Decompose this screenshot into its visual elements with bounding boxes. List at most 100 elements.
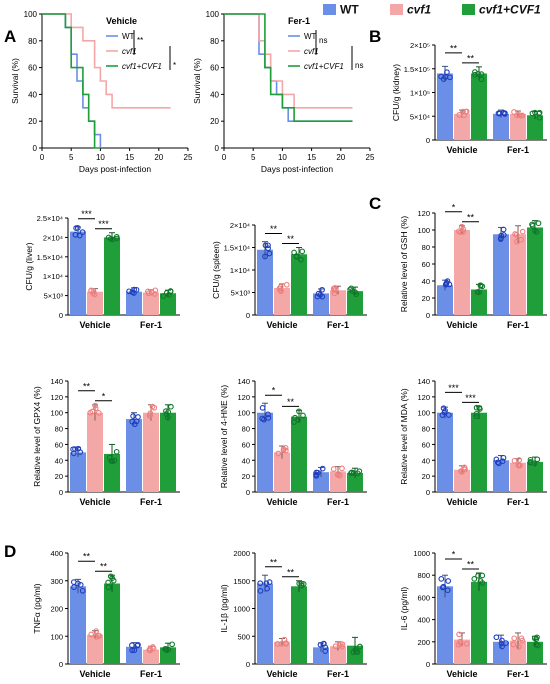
panel-letters: A B C D xyxy=(4,27,381,561)
x-tick-label: 0 xyxy=(40,153,45,162)
data-point xyxy=(500,110,507,116)
data-point xyxy=(477,578,484,584)
bar xyxy=(330,290,346,315)
y-tick-label: 140 xyxy=(50,377,63,386)
data-point xyxy=(502,111,508,117)
y-tick-label: 100 xyxy=(417,226,430,235)
y-tick-label: 120 xyxy=(417,393,430,402)
y-tick-label: 0 xyxy=(426,488,430,497)
bar xyxy=(87,634,103,664)
bar xyxy=(70,586,86,664)
category-label: Vehicle xyxy=(266,497,297,507)
data-point xyxy=(533,229,540,235)
data-point xyxy=(88,631,95,638)
y-tick-label: 1.5×10⁴ xyxy=(37,253,63,262)
bar xyxy=(330,646,346,664)
data-point xyxy=(265,411,271,418)
data-point xyxy=(527,456,534,463)
panel-letter: C xyxy=(369,194,381,213)
data-point xyxy=(460,228,466,235)
x-tick-label: 25 xyxy=(366,153,375,162)
data-point xyxy=(274,641,281,647)
data-point xyxy=(283,641,289,647)
data-point xyxy=(533,636,540,643)
data-point xyxy=(535,220,542,227)
bar-chart-hne: 0 20 40 60 80 100 120 140 Relative level of 4-HN… xyxy=(219,377,367,507)
legend-swatch xyxy=(462,4,475,15)
bar xyxy=(510,234,526,315)
data-point xyxy=(291,249,297,256)
data-point xyxy=(472,71,478,78)
y-tick-label: 300 xyxy=(50,577,63,586)
data-point xyxy=(72,231,79,238)
y-tick-label: 120 xyxy=(237,393,250,402)
data-point xyxy=(113,448,120,455)
bar xyxy=(493,641,509,664)
data-point xyxy=(322,648,329,654)
y-tick-label: 100 xyxy=(206,10,220,19)
category-label: Vehicle xyxy=(266,320,297,330)
data-point xyxy=(519,112,526,119)
data-point xyxy=(167,288,174,295)
bar xyxy=(87,412,103,492)
data-point xyxy=(444,587,451,594)
bar xyxy=(493,234,509,315)
legend-label: cvf1 xyxy=(407,3,431,17)
category-label: Vehicle xyxy=(446,320,477,330)
y-tick-label: 200 xyxy=(50,605,63,614)
category-label: Fer-1 xyxy=(140,497,162,507)
bar-chart-gsh: 0 20 40 60 80 100 120 Relative level of GSH (%)… xyxy=(399,202,547,330)
y-tick-label: 80 xyxy=(210,37,219,46)
significance-label: ** xyxy=(270,557,278,567)
data-point xyxy=(529,110,536,117)
legend-label: WT xyxy=(340,3,359,17)
y-axis-label: Relative level of GPX4 (%) xyxy=(32,386,42,487)
data-point xyxy=(477,282,484,289)
data-point xyxy=(92,402,99,409)
x-tick-label: 10 xyxy=(278,153,287,162)
data-point xyxy=(165,409,172,415)
y-tick-label: 2×10⁵ xyxy=(410,41,430,50)
panel-letter: D xyxy=(4,542,16,561)
bar-chart-gpx4: 0 20 40 60 80 100 120 140 Relative level of GPX4… xyxy=(32,377,180,507)
y-axis-label: IL-6 (pg/ml) xyxy=(399,587,409,631)
data-point xyxy=(438,576,445,582)
data-point xyxy=(134,642,141,649)
data-point xyxy=(514,112,520,119)
data-point xyxy=(133,418,140,425)
bar-chart-cfu-kidney: 0 5×10⁴ 1×10⁵ 1.5×10⁵ 2×10⁵ CFU/g (kidney) Veh… xyxy=(391,41,547,155)
y-tick-label: 40 xyxy=(422,456,430,465)
bar xyxy=(143,649,159,664)
significance-label: * xyxy=(272,386,276,396)
significance-label: ns xyxy=(355,61,363,70)
data-point xyxy=(339,465,345,472)
data-point xyxy=(352,289,358,296)
y-tick-label: 1×10⁵ xyxy=(410,89,430,98)
category-label: Vehicle xyxy=(79,320,110,330)
x-tick-label: 10 xyxy=(96,153,105,162)
bar xyxy=(471,412,487,492)
data-point xyxy=(498,232,505,239)
data-point xyxy=(75,445,82,452)
data-point xyxy=(475,70,481,77)
significance-label: ** xyxy=(467,53,475,63)
data-point xyxy=(500,232,507,238)
data-point xyxy=(162,646,169,652)
y-tick-label: 140 xyxy=(237,377,250,386)
y-tick-label: 5×10³ xyxy=(231,289,251,298)
significance-label: * xyxy=(173,61,176,70)
data-point xyxy=(131,647,138,654)
data-point xyxy=(532,109,538,116)
legend-swatch xyxy=(323,4,336,15)
data-point xyxy=(352,647,359,653)
x-axis-label: Days post-infection xyxy=(79,164,152,174)
data-point xyxy=(265,242,271,249)
data-point xyxy=(114,235,120,242)
data-point xyxy=(319,465,326,472)
data-point xyxy=(458,223,465,230)
significance-label: ** xyxy=(287,567,295,577)
y-axis-label: CFU/g (kidney) xyxy=(391,64,401,121)
data-point xyxy=(262,253,268,260)
data-point xyxy=(478,76,485,83)
data-point xyxy=(111,457,118,464)
